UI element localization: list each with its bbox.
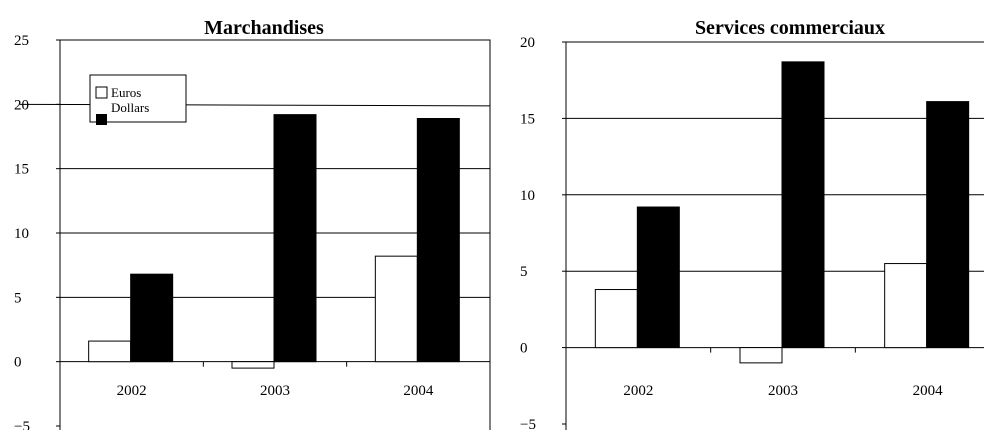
bars	[88, 114, 460, 369]
plot-area	[565, 41, 984, 435]
bar-euros-2002	[88, 340, 132, 363]
x-tick-label: 2002	[117, 383, 147, 399]
x-tick-label: 2004	[913, 383, 944, 399]
legend-swatch-dollars	[96, 114, 107, 125]
y-tick-label: 0	[14, 355, 22, 371]
bar-dollars-2002	[636, 206, 680, 349]
x-tick-label: 2002	[623, 383, 653, 399]
y-tick-labels: 25 20 15 10 5 0 −5	[14, 33, 60, 435]
x-tick-labels: 2002 2003 2004	[623, 347, 944, 399]
bar-dollars-2003	[781, 61, 825, 349]
y-tick-label: 10	[520, 188, 535, 204]
bar-dollars-2004	[926, 101, 970, 349]
y-tick-label: 25	[14, 33, 29, 49]
y-tick-label: 10	[14, 226, 29, 242]
y-tick-label: 15	[14, 162, 29, 178]
legend-label-dollars: Dollars	[111, 100, 149, 115]
bars	[594, 61, 970, 364]
x-tick-label: 2004	[403, 383, 434, 399]
y-tick-label: −5	[14, 419, 30, 430]
y-tick-labels: 20 15 10 5 0 −5	[520, 35, 566, 433]
bar-euros-2003	[739, 347, 783, 364]
y-tick-label: 5	[520, 264, 528, 280]
y-tick-label: 5	[14, 290, 22, 306]
legend: Euros Dollars	[89, 74, 187, 125]
y-tick-label: 20	[14, 97, 29, 113]
y-tick-label: −5	[520, 417, 536, 430]
bar-euros-2002	[594, 289, 638, 349]
y-tick-label: 15	[520, 111, 535, 127]
x-tick-labels: 2002 2003 2004	[117, 361, 434, 399]
chart-marchandises: 25 20 15 10 5 0 −5 2002 2003 2004 Marchandises E…	[14, 17, 491, 435]
x-tick-label: 2003	[768, 383, 798, 399]
bar-euros-2004	[374, 255, 418, 363]
chart-services-commerciaux: 20 15 10 5 0 −5 2002 2003 2004 Services commerc…	[520, 17, 984, 435]
x-tick-label: 2003	[260, 383, 290, 399]
chart-title: Marchandises	[204, 17, 324, 39]
legend-label-euros: Euros	[111, 85, 141, 100]
bar-euros-2003	[231, 361, 275, 369]
y-tick-label: 0	[520, 341, 528, 357]
bar-euros-2004	[884, 263, 928, 349]
legend-swatch-euros	[95, 86, 108, 99]
bar-dollars-2003	[273, 114, 317, 363]
y-tick-label: 20	[520, 35, 535, 51]
chart-title: Services commerciaux	[695, 17, 885, 39]
bar-dollars-2002	[130, 273, 174, 363]
bar-dollars-2004	[416, 117, 460, 363]
